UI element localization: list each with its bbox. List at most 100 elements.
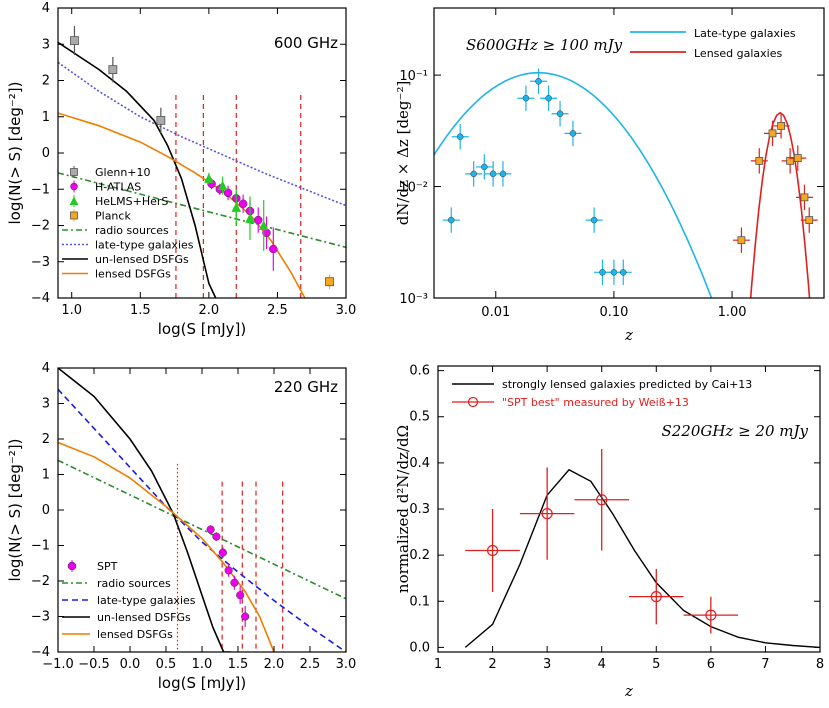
p3-xtick-label: 2.0 (264, 657, 285, 672)
p4-xtick-label: 7 (761, 657, 769, 672)
data-point-helms-hers (204, 173, 214, 183)
data-point-h-atlas (223, 188, 233, 198)
p2-ytick-label: 10⁻¹ (399, 69, 428, 84)
data-point-late-type (522, 94, 530, 102)
panel-220ghz-frame (57, 367, 347, 653)
p4-ytick-label: 0.0 (409, 640, 430, 655)
p2-ytick-label: 10⁻³ (399, 292, 428, 307)
data-point-spt (212, 532, 221, 541)
p4-ytick-label: 0.6 (409, 364, 430, 379)
legend-label: late-type galaxies (97, 594, 196, 607)
legend-marker (69, 196, 79, 205)
data-point-lensed (755, 156, 764, 165)
panel-title: S600GHz ≥ 100 mJy (466, 36, 623, 54)
model-curve-cai13 (464, 468, 820, 649)
p4-xtick-label: 3 (543, 657, 551, 672)
p3-ytick-label: 4 (42, 361, 50, 376)
data-point-late-type (556, 110, 564, 117)
p4-ytick-label: 0.3 (409, 502, 430, 517)
data-point-spt-best (596, 494, 608, 506)
p3-ytick-label: −1 (31, 539, 50, 554)
data-point-late-type (470, 170, 477, 178)
model-line-radio-sources (58, 172, 346, 249)
data-point-spt-best (705, 609, 717, 621)
data-point-lensed (768, 129, 777, 138)
legend-marker (467, 396, 479, 408)
p3-xtick-label: 3.0 (336, 657, 357, 672)
p3-xtick-label: 1.0 (192, 657, 213, 672)
p3-xtick-label: 2.5 (300, 657, 321, 672)
p3-ytick-label: −3 (31, 610, 50, 625)
model-curve-late-type-galaxies (434, 71, 713, 298)
data-point-spt-best (541, 508, 553, 520)
data-point-h-atlas (238, 199, 248, 208)
y-axis-label: log(N(> S) [deg⁻²]) (6, 81, 24, 224)
data-point-h-atlas (253, 215, 263, 225)
x-axis-label: log(S [mJy]) (158, 320, 246, 338)
p3-ytick-label: 2 (42, 432, 50, 447)
p3-ytick-label: 3 (42, 397, 50, 412)
data-point-glenn--- (108, 65, 118, 75)
p4-ytick-label: 0.2 (409, 548, 430, 563)
data-point-helms-hers (245, 213, 255, 223)
p4-xtick-label: 6 (707, 657, 715, 672)
p2-ytick-label: 10⁻² (399, 181, 428, 196)
p1-ytick-label: 2 (42, 74, 50, 89)
p1-ytick-label: −3 (31, 255, 50, 270)
data-point-late-type (448, 216, 455, 224)
data-point-late-type (620, 269, 627, 276)
legend-label: radio sources (95, 224, 169, 237)
plot-area (58, 26, 346, 298)
model-line-radio-sources (58, 459, 346, 600)
legend-marker (70, 168, 78, 176)
p1-xtick-label: 2.0 (199, 303, 220, 318)
panel-title: 220 GHz (274, 378, 338, 396)
data-point-spt (224, 566, 233, 575)
legend-label: Late-type galaxies (694, 27, 796, 40)
legend-label: HeLMS+HerS (95, 195, 168, 208)
data-point-lensed (800, 193, 809, 202)
model-line-lensed-dsfgs (58, 441, 275, 652)
data-point-late-type (599, 269, 606, 276)
data-point-late-type (499, 170, 507, 178)
legend-label: H-ATLAS (95, 181, 141, 194)
p3-ytick-label: 0 (42, 503, 50, 518)
p4-ytick-label: 0.5 (409, 410, 430, 425)
data-point-late-type (590, 216, 598, 224)
y-axis-label: log(N(> S) [deg⁻²]) (6, 438, 24, 581)
p1-ytick-label: 1 (42, 110, 50, 125)
legend-label: Glenn+10 (95, 166, 151, 179)
legend-label: lensed DSFGs (95, 268, 171, 281)
data-point-spt (206, 525, 215, 534)
data-point-spt (230, 578, 239, 587)
legend-marker (70, 211, 78, 220)
data-point-planck (325, 277, 334, 287)
data-point-helms-hers (258, 220, 269, 230)
p1-ytick-label: 0 (42, 146, 50, 161)
p1-xtick-label: 1.5 (130, 303, 151, 318)
p1-ytick-label: −4 (31, 291, 50, 306)
p3-xtick-label: 1.5 (228, 657, 249, 672)
p4-ytick-label: 0.4 (409, 456, 430, 471)
y-axis-label: normalized d²N/dz/dΩ (394, 425, 412, 593)
plot-area (434, 68, 818, 298)
x-axis-label: z (624, 682, 633, 700)
data-point-lensed (793, 154, 802, 162)
p1-ytick-label: 3 (42, 37, 50, 52)
p4-xtick-label: 5 (652, 657, 660, 672)
data-point-late-type (535, 78, 542, 85)
model-line-late-type-galaxies (58, 388, 346, 652)
data-point-late-type (481, 163, 488, 171)
p1-ytick-label: 4 (42, 1, 50, 16)
legend-label: SPT (97, 560, 118, 573)
p3-xtick-label: 0.0 (120, 657, 141, 672)
p1-xtick-label: 3.0 (336, 303, 357, 318)
p1-xtick-label: 1.0 (61, 303, 82, 318)
legend-label: un-lensed DSFGs (95, 253, 189, 266)
legend-label: "SPT best" measured by Weiß+13 (502, 396, 689, 409)
data-point-helms-hers (217, 180, 228, 191)
p2-xtick-label: 0.01 (481, 305, 510, 320)
p4-xtick-label: 4 (598, 657, 606, 672)
legend-label: late-type galaxies (95, 239, 194, 252)
